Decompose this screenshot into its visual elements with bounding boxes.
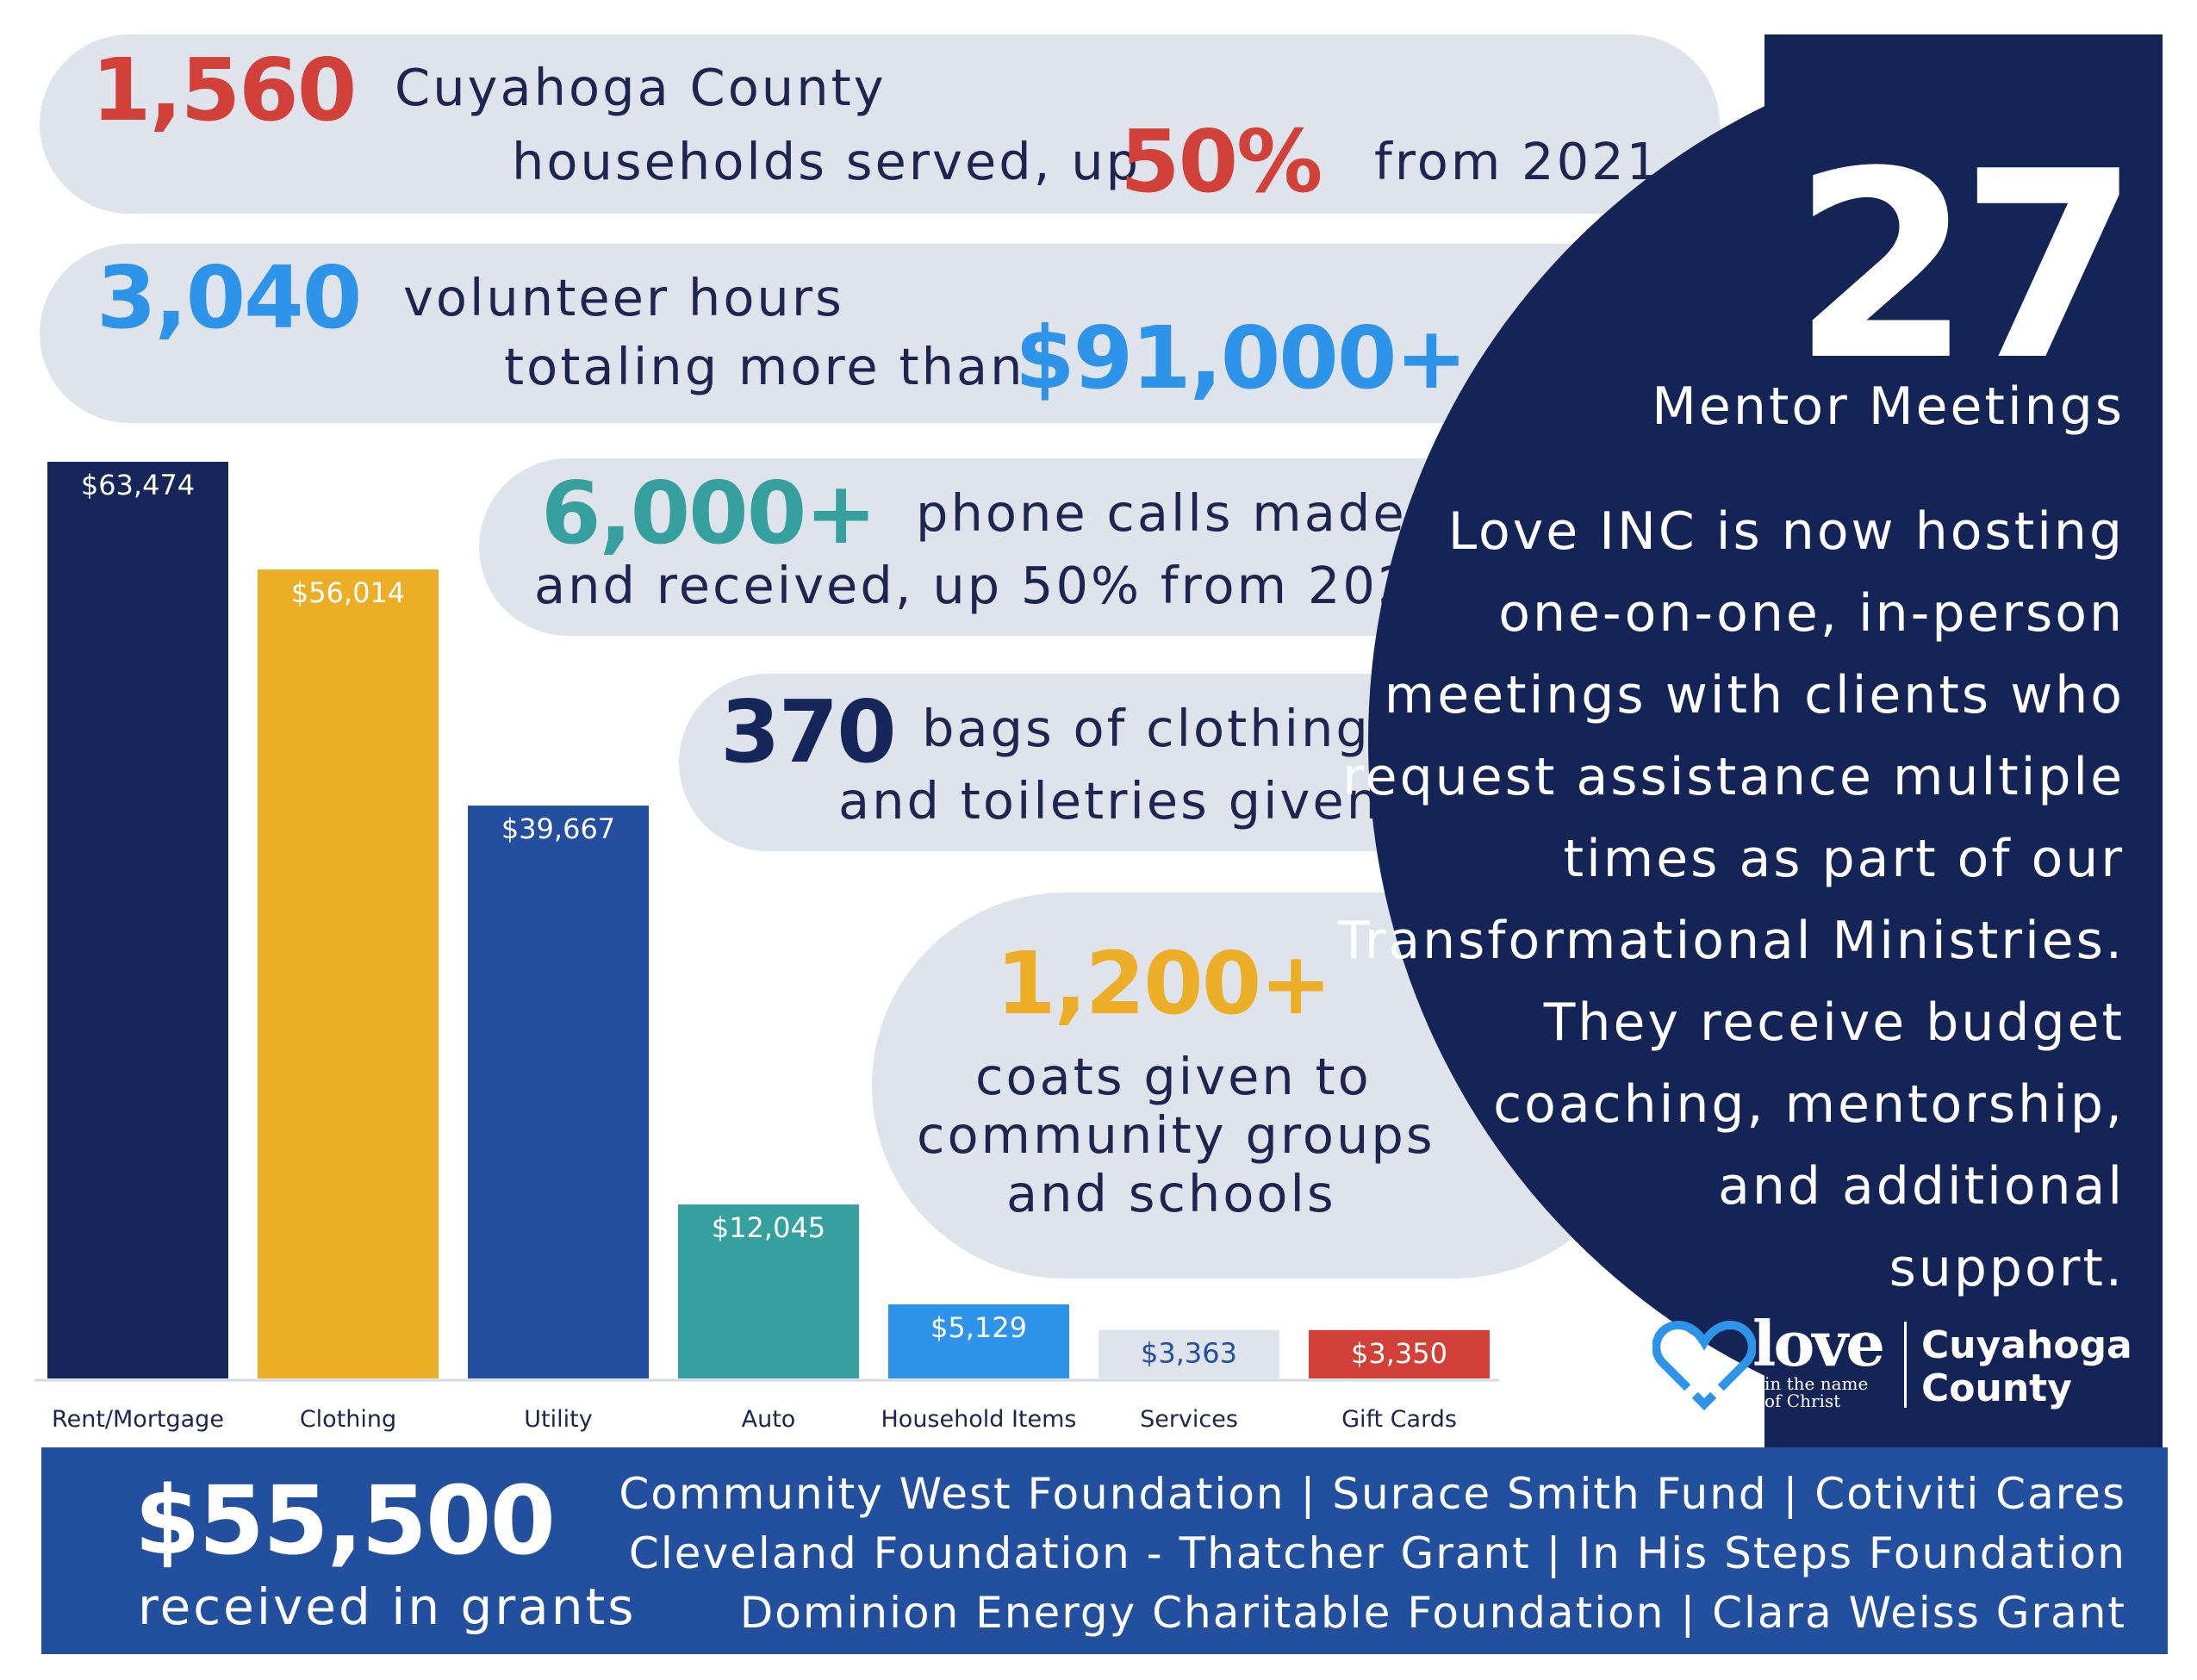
bar-auto (678, 1204, 859, 1378)
phone-value: 6,000+ (541, 463, 877, 563)
bar-rent-mortgage (47, 462, 228, 1378)
love-inc-logo: love in the name of Christ Cuyahoga Coun… (1652, 1313, 2135, 1413)
mentor-line: They receive budget (1543, 992, 2125, 1053)
category-tick-label: Services (1140, 1406, 1238, 1433)
coats-line3: and schools (1006, 1164, 1336, 1223)
volunteer-line1: volunteer hours (403, 268, 844, 327)
bar-value-label: $3,363 (1141, 1337, 1237, 1370)
volunteer-line2: totaling more than (504, 337, 1025, 396)
category-tick-label: Household Items (881, 1406, 1077, 1433)
mentor-line: coaching, mentorship, (1493, 1074, 2125, 1135)
funder-line: Cleveland Foundation - Thatcher Grant | … (628, 1528, 2126, 1578)
bar-value-label: $39,667 (501, 812, 615, 845)
mentor-line: Love INC is now hosting (1447, 501, 2125, 562)
volunteer-pill (40, 244, 1720, 423)
phone-line2: and received, up 50% from 2021 (534, 556, 1448, 615)
grants-amount: $55,500 (134, 1465, 556, 1576)
bar-value-label: $12,045 (712, 1211, 825, 1244)
mentor-line: Transformational Ministries. (1337, 911, 2125, 971)
households-pill (40, 34, 1720, 214)
bar-value-label: $56,014 (291, 576, 405, 609)
funder-line: Community West Foundation | Surace Smith… (619, 1469, 2126, 1519)
bags-line2: and toiletries given (838, 771, 1382, 831)
mentor-line: request assistance multiple (1342, 747, 2125, 807)
volunteer-amount: $91,000+ (1015, 308, 1467, 408)
grants-funders: Community West Foundation | Surace Smith… (619, 1465, 2126, 1643)
grants-band (41, 1447, 2168, 1654)
bar-household-items (888, 1304, 1069, 1378)
mentor-line: and additional (1718, 1156, 2125, 1216)
logo-county2: County (1921, 1366, 2072, 1410)
households-value: 1,560 (91, 40, 357, 140)
households-pct: 50% (1120, 111, 1323, 212)
logo-tag2: of Christ (1764, 1391, 1841, 1411)
volunteer-value: 3,040 (96, 247, 362, 348)
logo-word: love (1752, 1307, 1885, 1380)
logo-divider (1904, 1322, 1907, 1408)
mentor-line: one-on-one, in-person (1498, 583, 2125, 644)
mentor-line: support. (1889, 1238, 2125, 1298)
bar-gift-cards (1309, 1329, 1490, 1378)
mentor-panel (1368, 34, 2163, 1447)
households-line1: Cuyahoga County (395, 58, 887, 117)
bar-utility (468, 806, 649, 1378)
mentor-line: meetings with clients who (1384, 665, 2125, 725)
mentor-description: Love INC is now hosting one-on-one, in-p… (1338, 491, 2125, 1310)
bags-line1: bags of clothing (922, 699, 1371, 758)
bar-value-label: $3,350 (1351, 1337, 1447, 1370)
bar-value-label: $63,474 (81, 469, 195, 501)
category-tick-label: Auto (742, 1406, 796, 1433)
phone-line1: phone calls made (916, 483, 1407, 543)
households-line2a: households served, up (512, 132, 1142, 191)
category-tick-label: Clothing (300, 1406, 396, 1433)
coats-value: 1,200+ (996, 933, 1332, 1034)
coats-line1: coats given to (975, 1047, 1372, 1106)
bar-services (1098, 1329, 1279, 1378)
mentor-number: 27 (1792, 116, 2140, 417)
category-tick-label: Gift Cards (1341, 1406, 1457, 1433)
mentor-line: times as part of our (1563, 829, 2125, 889)
heart-icon (1652, 1320, 1756, 1411)
bags-value: 370 (720, 681, 897, 782)
coats-line2: community groups (917, 1105, 1435, 1165)
assistance-bar-chart: $63,474 Rent/Mortgage $56,014 Clothing $39,6… (34, 462, 1499, 1433)
funder-line: Dominion Energy Charitable Foundation | … (739, 1588, 2126, 1638)
bar-clothing (258, 569, 439, 1378)
grants-label: received in grants (138, 1577, 637, 1636)
logo-tag1: in the name (1764, 1373, 1869, 1394)
logo-county1: Cuyahoga (1921, 1323, 2132, 1367)
category-tick-label: Utility (524, 1406, 592, 1433)
bar-value-label: $5,129 (930, 1311, 1027, 1344)
households-line2b: from 2021 (1374, 132, 1662, 191)
mentor-label: Mentor Meetings (1652, 376, 2125, 437)
category-tick-label: Rent/Mortgage (52, 1406, 224, 1433)
